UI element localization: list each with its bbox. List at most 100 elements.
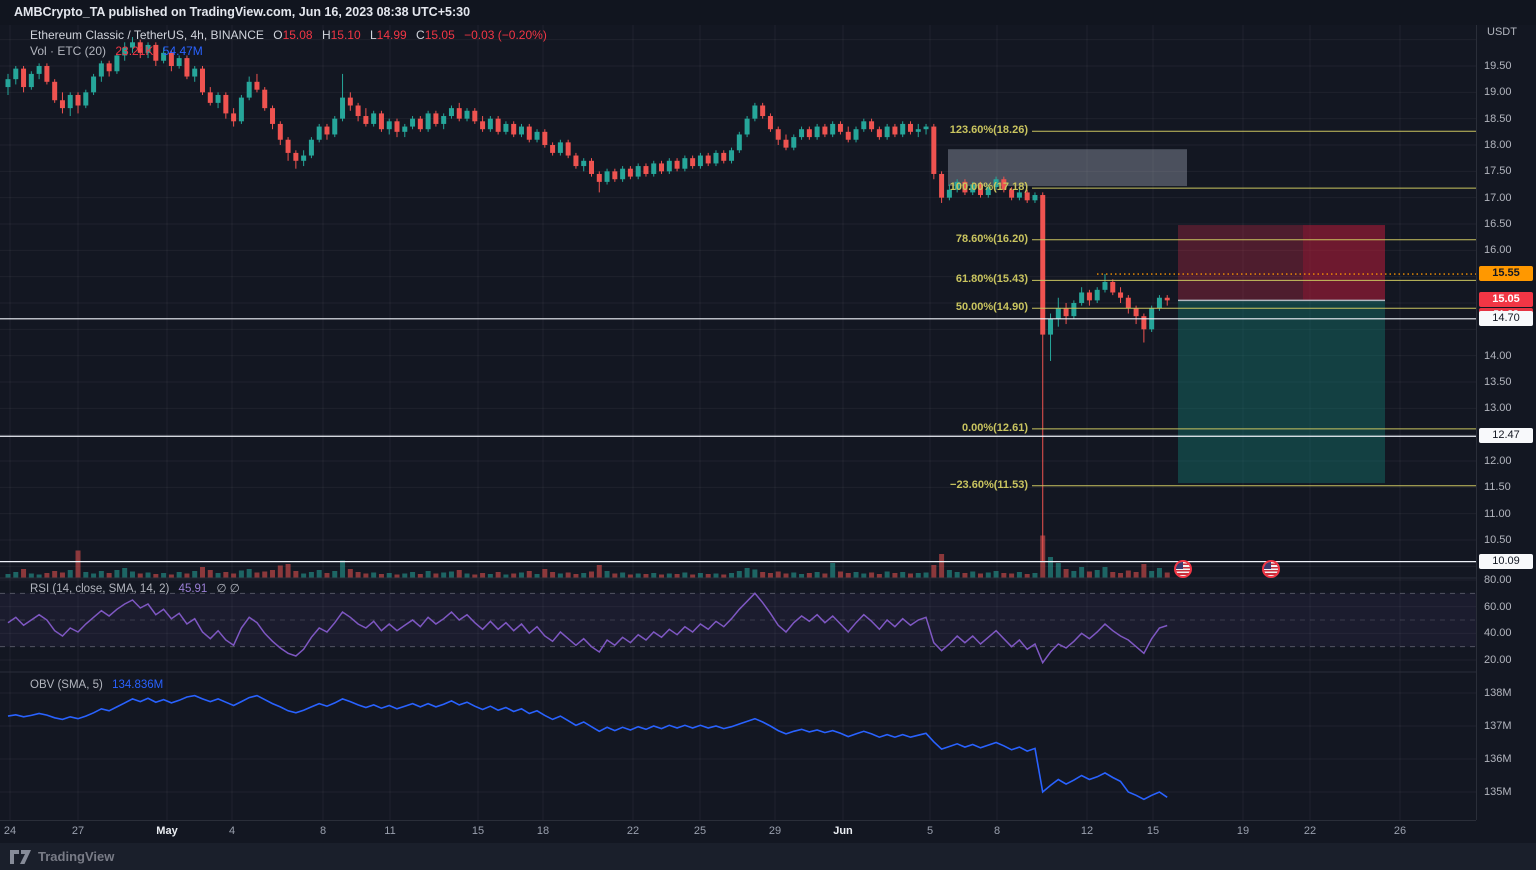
price-tick: 19.00 bbox=[1484, 86, 1512, 98]
time-tick: 26 bbox=[1393, 825, 1407, 837]
obv-line bbox=[7, 694, 1168, 801]
ohlc-high-value: 15.10 bbox=[330, 28, 361, 42]
rsi-tick: 60.00 bbox=[1484, 601, 1512, 613]
price-tick: 18.00 bbox=[1484, 139, 1512, 151]
fib-level-label[interactable]: 0.00%(12.61) bbox=[961, 422, 1028, 434]
volume-label[interactable]: Vol · ETC (20) bbox=[30, 44, 107, 58]
rsi-label[interactable]: RSI (14, close, SMA, 14, 2) bbox=[30, 583, 170, 595]
volume-ma-value: 54.47M bbox=[162, 44, 203, 58]
time-axis[interactable]: 24 27 May 4 8 11 15 18 22 25 29 Jun 5 8 12 15 19 22 26 bbox=[0, 820, 1476, 844]
time-tick: 15 bbox=[1146, 825, 1160, 837]
time-tick: 22 bbox=[1303, 825, 1317, 837]
obv-value: 134.836M bbox=[112, 679, 164, 691]
fib-level-label[interactable]: 123.60%(18.26) bbox=[949, 124, 1028, 136]
attribution-bar: AMBCrypto_TA published on TradingView.co… bbox=[0, 0, 1536, 25]
obv-tick: 136M bbox=[1484, 753, 1512, 765]
price-tick: 13.50 bbox=[1484, 376, 1512, 388]
time-tick: 8 bbox=[319, 825, 327, 837]
symbol-legend[interactable]: Ethereum Classic / TetherUS, 4h, BINANCE… bbox=[30, 28, 547, 42]
obv-legend[interactable]: OBV (SMA, 5) 134.836M bbox=[30, 679, 163, 691]
price-tick: 16.00 bbox=[1484, 244, 1512, 256]
fib-level-label[interactable]: 78.60%(16.20) bbox=[955, 233, 1028, 245]
risk-box-overlap[interactable] bbox=[1303, 225, 1385, 301]
pane-separators[interactable] bbox=[0, 577, 1536, 673]
ohlc-high-key: H bbox=[321, 28, 331, 42]
obv-tick: 137M bbox=[1484, 720, 1512, 732]
time-tick: 5 bbox=[926, 825, 934, 837]
fib-level-label[interactable]: −23.60%(11.53) bbox=[950, 479, 1028, 491]
fib-level-label[interactable]: 100.00%(17.18) bbox=[949, 181, 1028, 193]
ohlc-open-value: 15.08 bbox=[282, 28, 313, 42]
time-tick: 25 bbox=[693, 825, 707, 837]
fib-level-label[interactable]: 61.80%(15.43) bbox=[955, 273, 1028, 285]
price-tick: 12.00 bbox=[1484, 455, 1512, 467]
time-gridlines bbox=[9, 25, 1401, 820]
time-tick: 8 bbox=[993, 825, 1001, 837]
rsi-tick: 80.00 bbox=[1484, 574, 1512, 586]
reward-box[interactable] bbox=[1178, 300, 1385, 484]
price-tick: 11.00 bbox=[1484, 508, 1511, 520]
ohlc-open-key: O bbox=[273, 28, 283, 42]
symbol-title[interactable]: Ethereum Classic / TetherUS, 4h, BINANCE bbox=[30, 28, 264, 42]
axis-currency-label: USDT bbox=[1487, 26, 1517, 38]
rsi-tick: 40.00 bbox=[1484, 627, 1512, 639]
volume-legend[interactable]: Vol · ETC (20) 23.21K 54.47M bbox=[30, 44, 203, 58]
rsi-extra-values: ∅ ∅ bbox=[216, 583, 240, 595]
horizontal-price-lines[interactable] bbox=[0, 318, 1476, 563]
price-label-12.47: 12.47 bbox=[1479, 428, 1533, 443]
time-tick: 29 bbox=[768, 825, 782, 837]
candlesticks bbox=[5, 37, 1170, 562]
time-tick: 11 bbox=[384, 825, 396, 837]
us-flag-event-icon[interactable] bbox=[1174, 560, 1192, 578]
price-tick: 16.50 bbox=[1484, 218, 1512, 230]
volume-value: 23.21K bbox=[115, 44, 154, 58]
price-tick: 14.00 bbox=[1484, 350, 1512, 362]
tradingview-logo-icon[interactable] bbox=[10, 849, 32, 864]
obv-label[interactable]: OBV (SMA, 5) bbox=[30, 679, 103, 691]
time-tick: 18 bbox=[536, 825, 550, 837]
time-tick: Jun bbox=[833, 825, 853, 837]
time-tick: 12 bbox=[1080, 825, 1094, 837]
rsi-value: 45.91 bbox=[178, 583, 208, 595]
time-tick: 24 bbox=[3, 825, 17, 837]
price-axis[interactable]: USDT 19.50 19.00 18.50 18.00 17.50 17.00 16.50 1… bbox=[1476, 25, 1536, 820]
fib-level-label[interactable]: 50.00%(14.90) bbox=[955, 301, 1028, 313]
risk-box[interactable] bbox=[1178, 225, 1385, 301]
time-tick: 4 bbox=[228, 825, 236, 837]
rsi-band bbox=[0, 592, 1476, 648]
time-tick: 19 bbox=[1236, 825, 1250, 837]
footer-bar: TradingView bbox=[0, 843, 1536, 870]
ohlc-close-key: C bbox=[416, 28, 425, 42]
rsi-legend[interactable]: RSI (14, close, SMA, 14, 2) 45.91 ∅ ∅ bbox=[30, 581, 240, 595]
rsi-tick: 20.00 bbox=[1484, 654, 1512, 666]
price-tick: 19.50 bbox=[1484, 60, 1512, 72]
obv-tick: 138M bbox=[1484, 687, 1512, 699]
us-flag-event-icon[interactable] bbox=[1262, 560, 1280, 578]
fib-retracement-lines[interactable] bbox=[1032, 130, 1476, 487]
price-label-10.09: 10.09 bbox=[1479, 554, 1533, 569]
price-tick: 11.50 bbox=[1484, 481, 1511, 493]
ohlc-low-value: 14.99 bbox=[376, 28, 407, 42]
volume-bars bbox=[5, 535, 1170, 578]
price-tick: 10.50 bbox=[1484, 534, 1512, 546]
price-tick: 13.00 bbox=[1484, 402, 1512, 414]
time-tick: May bbox=[156, 825, 178, 837]
price-label-14.70: 14.70 bbox=[1479, 311, 1533, 326]
ohlc-close-value: 15.05 bbox=[424, 28, 455, 42]
time-tick: 15 bbox=[471, 825, 485, 837]
supply-zone-box[interactable] bbox=[948, 149, 1187, 187]
ohlc-low-key: L bbox=[369, 28, 377, 42]
change-value: −0.03 (−0.20%) bbox=[464, 28, 547, 42]
attribution-text: AMBCrypto_TA published on TradingView.co… bbox=[14, 5, 471, 19]
indicator-gridlines bbox=[0, 579, 1476, 793]
tradingview-brand-text[interactable]: TradingView bbox=[38, 849, 115, 864]
time-tick: 22 bbox=[626, 825, 640, 837]
price-tick: 17.50 bbox=[1484, 165, 1512, 177]
price-label-15.05: 15.05 bbox=[1479, 292, 1533, 307]
price-label-15.55: 15.55 bbox=[1479, 266, 1533, 281]
price-gridlines bbox=[0, 39, 1476, 567]
time-tick: 27 bbox=[71, 825, 85, 837]
price-tick: 17.00 bbox=[1484, 192, 1512, 204]
